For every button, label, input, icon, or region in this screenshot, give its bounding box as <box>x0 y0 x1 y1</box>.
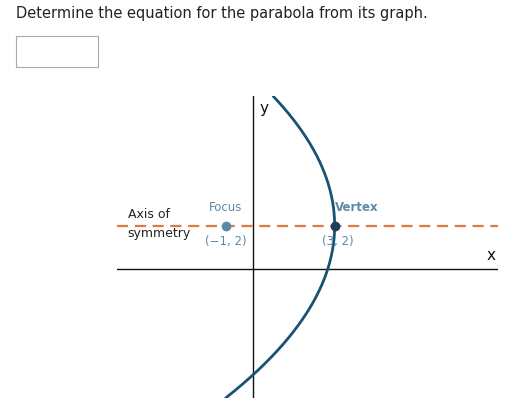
Text: Vertex: Vertex <box>334 201 378 214</box>
Text: x: x <box>487 248 496 264</box>
Text: Axis of: Axis of <box>128 208 170 221</box>
Text: (3, 2): (3, 2) <box>322 235 353 248</box>
Text: symmetry: symmetry <box>128 227 191 240</box>
Text: Focus: Focus <box>209 201 242 214</box>
Text: y: y <box>260 101 269 116</box>
Text: Determine the equation for the parabola from its graph.: Determine the equation for the parabola … <box>16 6 428 21</box>
Text: (−1, 2): (−1, 2) <box>205 235 246 248</box>
